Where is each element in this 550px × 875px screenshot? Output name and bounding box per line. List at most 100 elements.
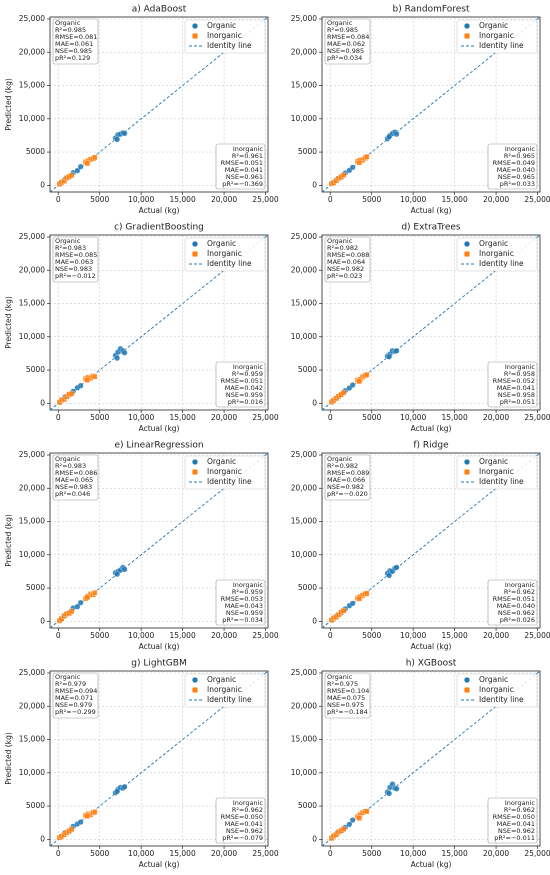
marker-square <box>340 826 347 832</box>
legend-label: Inorganic <box>207 31 242 40</box>
stats-box <box>324 454 371 501</box>
x-axis-label: Actual (kg) <box>139 860 180 869</box>
x-tick-label: 0 <box>56 195 61 204</box>
stats-text: pR²=−0.369 <box>222 180 263 188</box>
stats-text: Organic <box>55 455 81 463</box>
stats-text: MAE=0.041 <box>497 820 535 828</box>
stats-text: pR²=0.051 <box>500 398 535 406</box>
marker-circle <box>393 131 400 138</box>
x-tick-label: 10,000 <box>400 849 426 858</box>
x-tick-label: 0 <box>328 849 333 858</box>
stats-text: Inorganic <box>505 799 536 807</box>
legend-label: Organic <box>207 675 236 684</box>
stats-text: R²=0.979 <box>55 680 86 688</box>
x-tick-label: 20,000 <box>483 413 509 422</box>
stats-text: R²=0.982 <box>327 462 358 470</box>
x-axis-label: Actual (kg) <box>411 860 452 869</box>
marker-square <box>340 607 347 614</box>
stats-text: RMSE=0.051 <box>493 595 535 603</box>
marker-circle <box>393 785 400 792</box>
stats-text: NSE=0.975 <box>327 701 364 709</box>
marker-square <box>356 815 363 821</box>
x-tick-label: 5000 <box>90 413 109 422</box>
legend-label: Identity line <box>207 259 252 268</box>
marker-circle <box>393 564 400 571</box>
stats-box <box>215 143 266 190</box>
legend-box <box>456 19 538 54</box>
marker-square <box>364 153 370 160</box>
y-tick-label: 10,000 <box>291 332 317 341</box>
subplot-title: b) RandomForest <box>393 5 470 15</box>
stats-text: pR²=0.046 <box>55 490 90 498</box>
stats-text: R²=0.965 <box>504 152 535 160</box>
marker-circle <box>386 133 393 140</box>
marker-square <box>68 608 75 615</box>
stats-text: R²=0.982 <box>327 244 358 252</box>
stats-text: R²=0.962 <box>504 588 535 596</box>
y-tick-label: 5000 <box>298 147 317 156</box>
legend-label: Inorganic <box>479 249 514 258</box>
stats-text: R²=0.983 <box>55 462 86 470</box>
y-tick-label: 25,000 <box>291 14 317 23</box>
y-tick-label: 0 <box>312 398 317 407</box>
y-tick-label: 5000 <box>26 147 45 156</box>
stats-box <box>215 579 266 626</box>
stats-text: MAE=0.063 <box>55 258 93 266</box>
x-axis-label: Actual (kg) <box>411 642 452 651</box>
marker-circle <box>349 382 356 388</box>
legend-label: Inorganic <box>479 467 514 476</box>
stats-box <box>52 236 99 283</box>
y-tick-label: 10,000 <box>19 332 45 341</box>
legend-label: Inorganic <box>207 467 242 476</box>
stats-text: R²=0.962 <box>232 806 263 814</box>
marker-circle <box>121 349 128 356</box>
stats-text: pR²=−0.079 <box>222 834 263 842</box>
y-tick-label: 0 <box>312 834 317 843</box>
subplot: d) ExtraTrees 0 5000 10,000 15,000 20,000 25,0… <box>291 223 550 434</box>
stats-text: pR²=0.023 <box>327 272 362 280</box>
subplot-title: a) AdaBoost <box>132 5 187 15</box>
subplot-title: h) XGBoost <box>406 659 457 669</box>
x-tick-label: 5000 <box>362 413 381 422</box>
stats-text: MAE=0.041 <box>225 166 263 174</box>
x-tick-label: 0 <box>56 413 61 422</box>
stats-text: RMSE=0.052 <box>493 377 535 385</box>
stats-text: pR²=−0.011 <box>494 834 535 842</box>
x-tick-label: 10,000 <box>128 195 154 204</box>
stats-text: R²=0.985 <box>55 26 86 34</box>
x-tick-label: 15,000 <box>441 413 467 422</box>
plot-frame <box>49 234 269 411</box>
legend-label: Identity line <box>207 695 252 704</box>
stats-text: MAE=0.041 <box>497 384 535 392</box>
subplot-title: d) ExtraTrees <box>401 223 461 233</box>
y-tick-label: 25,000 <box>291 232 317 241</box>
stats-text: NSE=0.958 <box>498 391 535 399</box>
y-tick-label: 25,000 <box>19 450 45 459</box>
y-tick-label: 20,000 <box>291 47 317 56</box>
y-tick-label: 20,000 <box>291 701 317 710</box>
legend-marker <box>464 677 470 683</box>
x-tick-label: 0 <box>328 413 333 422</box>
x-tick-label: 0 <box>328 195 333 204</box>
y-tick-label: 25,000 <box>19 14 45 23</box>
y-axis-label: Predicted (kg) <box>4 514 13 567</box>
x-tick-label: 25,000 <box>252 631 278 640</box>
legend-label: Organic <box>479 675 508 684</box>
x-axis-label: Actual (kg) <box>139 642 180 651</box>
stats-box <box>215 797 266 844</box>
subplot: e) LinearRegression 0 5000 10,000 15,000 20,0… <box>4 441 279 652</box>
legend-label: Inorganic <box>207 249 242 258</box>
marker-circle <box>114 788 121 795</box>
y-tick-label: 15,000 <box>291 735 317 744</box>
stats-box <box>487 579 538 626</box>
marker-square <box>84 813 91 819</box>
x-tick-label: 20,000 <box>211 413 237 422</box>
stats-text: R²=0.959 <box>232 588 263 596</box>
marker-circle <box>77 163 84 170</box>
y-tick-label: 5000 <box>26 583 45 592</box>
stats-text: R²=0.975 <box>327 680 358 688</box>
marker-square <box>340 172 347 178</box>
x-tick-label: 10,000 <box>128 849 154 858</box>
stats-text: MAE=0.065 <box>55 476 93 484</box>
x-axis-label: Actual (kg) <box>139 424 180 433</box>
